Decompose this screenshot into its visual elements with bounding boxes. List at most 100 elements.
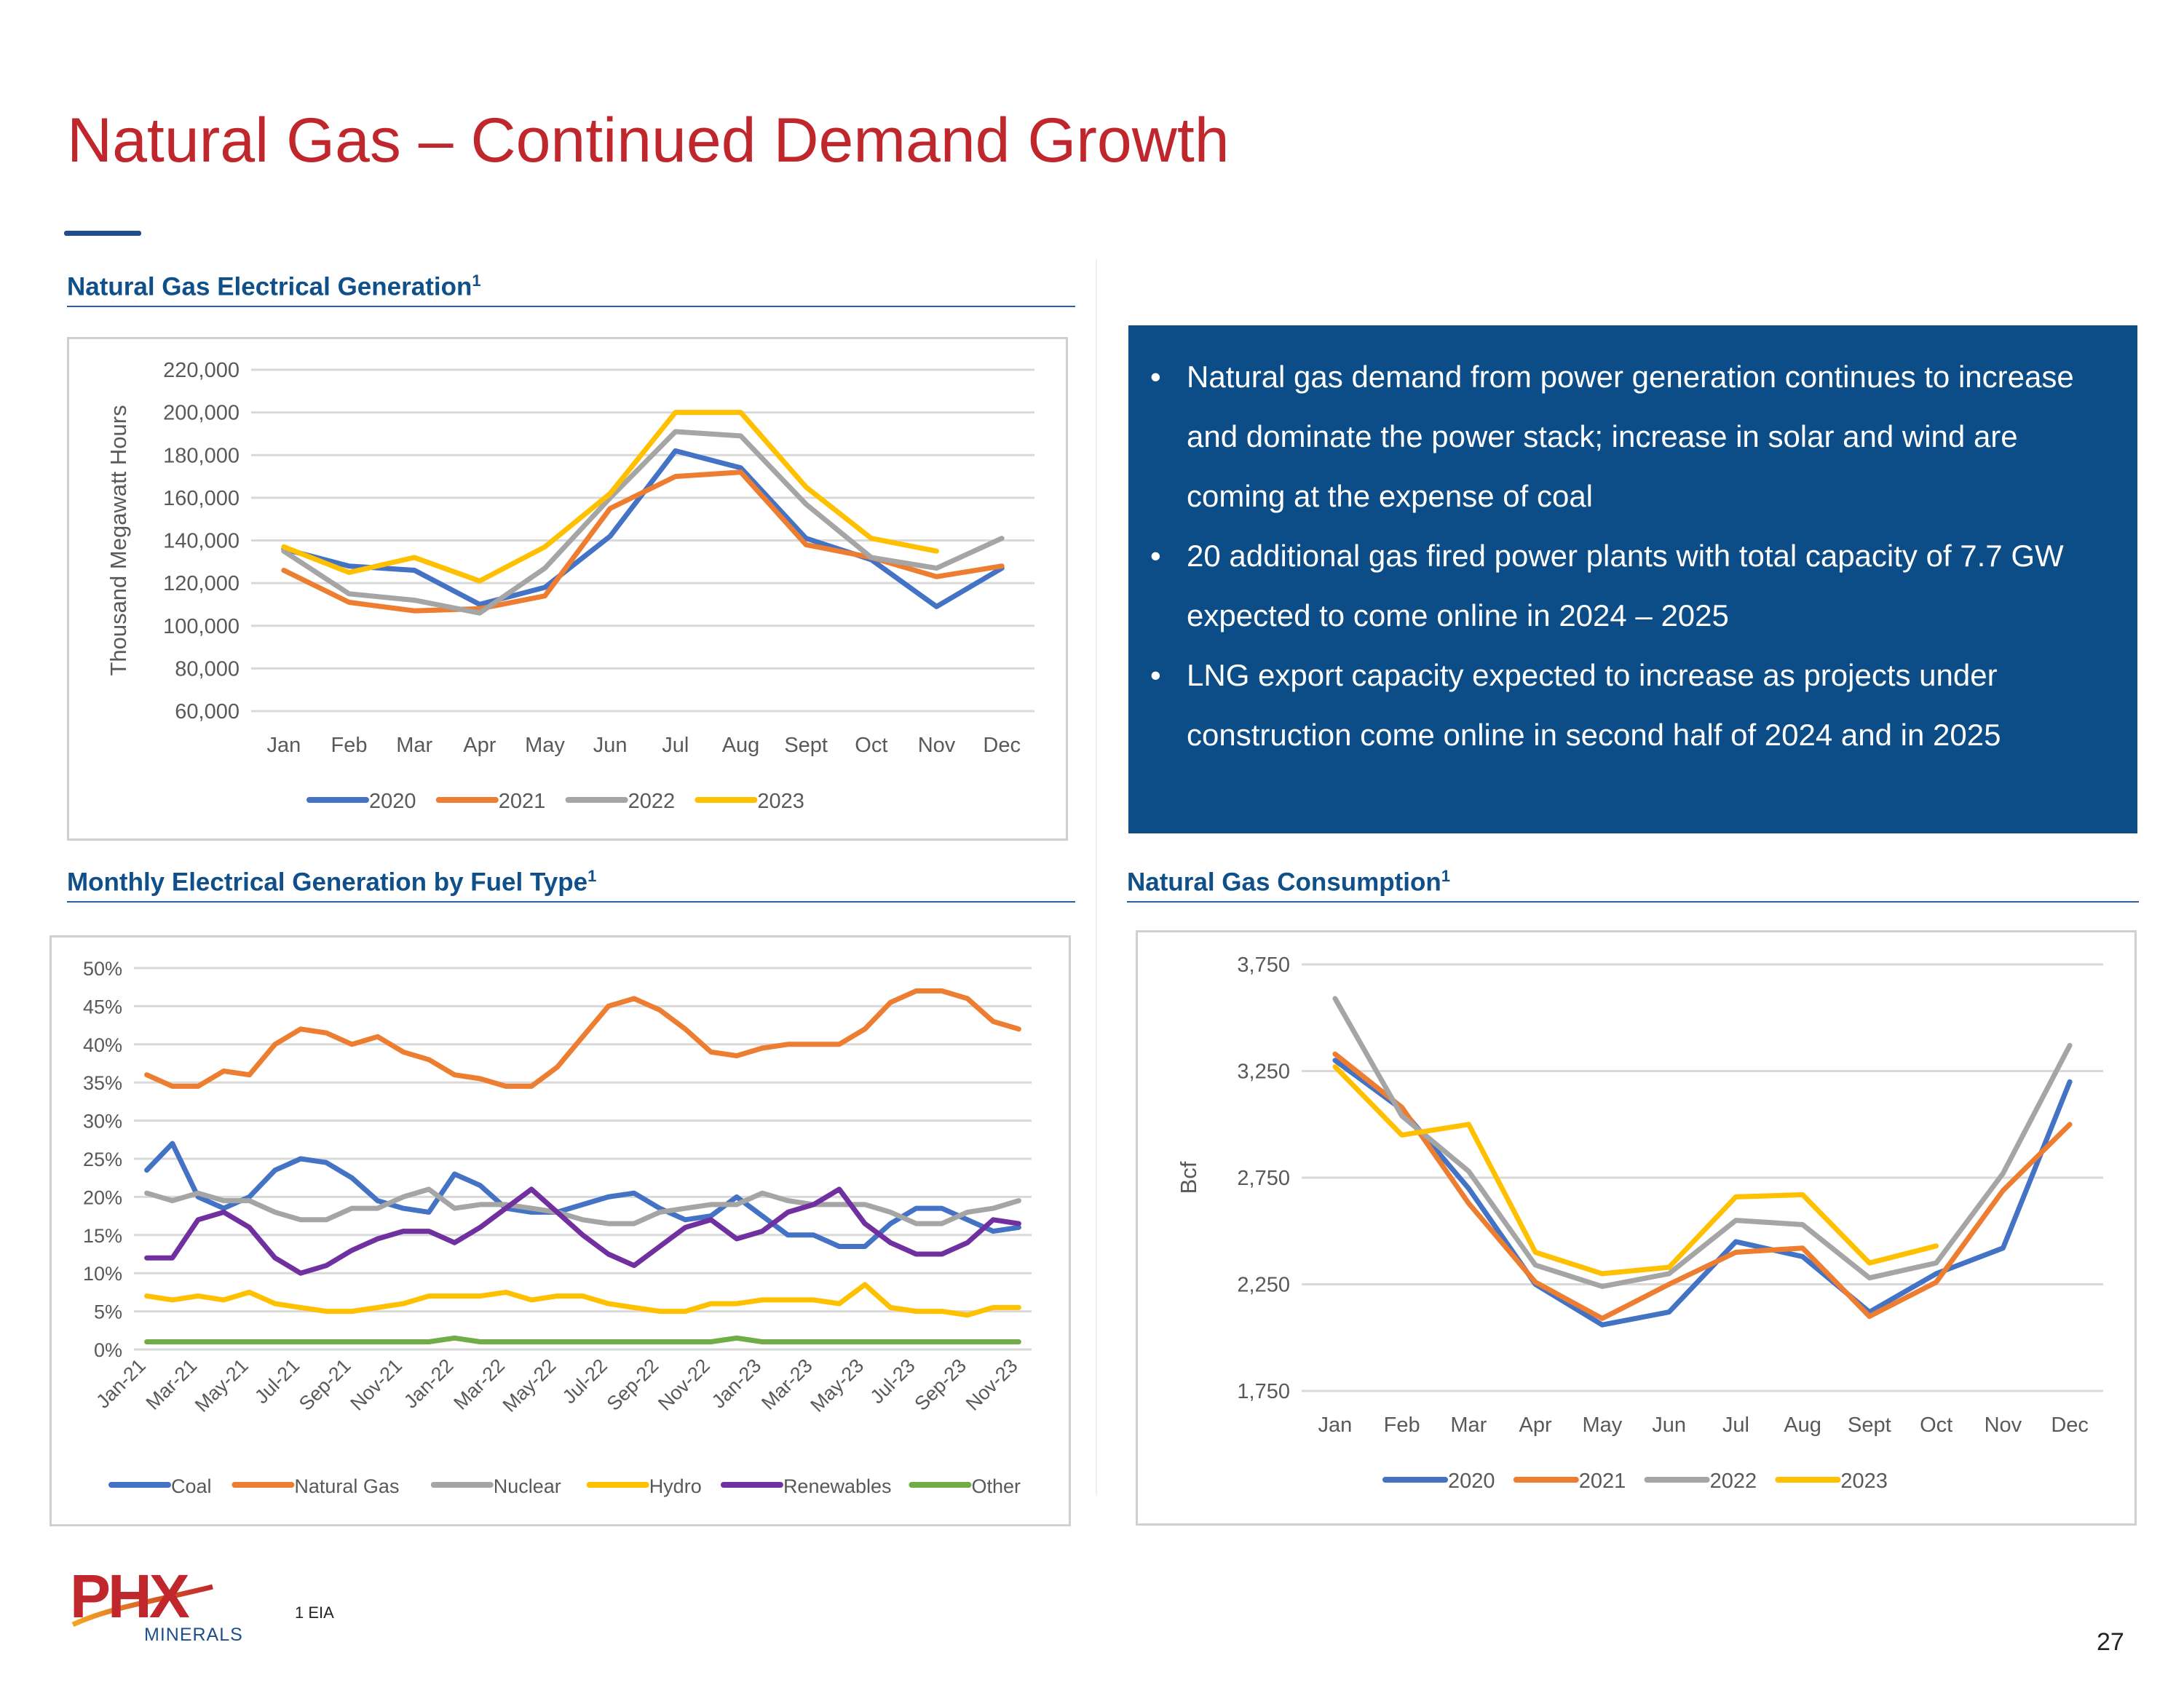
series-natural-gas (144, 988, 1021, 1089)
series-hydro (144, 1282, 1021, 1318)
section-title-fuel-text: Monthly Electrical Generation by Fuel Ty… (67, 868, 588, 897)
chart-natural-gas-electrical-generation: 60,000 80,000 100,000 120,000 140,000 160,000… (106, 359, 1034, 813)
x-tick-label: Aug (722, 734, 760, 757)
x-tick-label: Jul (1722, 1414, 1749, 1437)
x-tick-label: May (525, 734, 565, 757)
x-tick-label: Mar-23 (757, 1355, 817, 1414)
x-tick-label: Jul (662, 734, 689, 757)
x-tick-label: Sep-23 (910, 1355, 970, 1415)
chart-box-fuel: 0% 5% 10% 15% 20% 25% 30% 35% 40% 45% 50% Jan-21 Mar… (50, 935, 1071, 1526)
legend-label: 2021 (499, 790, 546, 813)
legend-label: Coal (171, 1475, 212, 1497)
x-tick-label: Oct (1920, 1414, 1952, 1437)
y-axis-title: Thousand Megawatt Hours (106, 405, 131, 675)
x-tick-label: May-23 (806, 1355, 868, 1416)
legend-item: Renewables (720, 1475, 892, 1497)
x-tick-label: May (1582, 1414, 1622, 1437)
x-tick-label: Feb (331, 734, 368, 757)
legend-item: 2023 (695, 790, 804, 813)
y-tick-label: 2,250 (1237, 1274, 1290, 1297)
callout-box: • Natural gas demand from power generatio… (1128, 325, 2137, 833)
y-tick-label: 60,000 (175, 700, 240, 723)
x-tick-label: Sept (784, 734, 828, 757)
x-tick-label: Nov-22 (654, 1355, 714, 1415)
x-tick-label: Apr (1519, 1414, 1552, 1437)
y-tick-label: 120,000 (163, 572, 240, 595)
y-tick-label: 100,000 (163, 615, 240, 638)
legend-item: 2021 (1513, 1470, 1626, 1493)
y-tick-label: 3,750 (1237, 953, 1290, 977)
x-tick-label: Sept (1848, 1414, 1891, 1437)
legend-label: 2022 (1710, 1470, 1757, 1493)
section-title-gen-text: Natural Gas Electrical Generation (67, 272, 472, 301)
section-title-gen-sup: 1 (472, 271, 481, 290)
x-tick-label: Jan-21 (92, 1355, 150, 1413)
y-tick-label: 80,000 (175, 657, 240, 681)
series-line (281, 429, 1005, 616)
footnote: 1 EIA (295, 1603, 334, 1622)
callout-bullet: • Natural gas demand from power generatio… (1128, 347, 2108, 526)
legend-label: 2021 (1579, 1470, 1626, 1493)
y-tick-label: 160,000 (163, 487, 240, 510)
y-axis-title: Bcf (1176, 1161, 1201, 1194)
logo-text: PHX (70, 1565, 190, 1630)
legend-label: Natural Gas (294, 1475, 399, 1497)
y-tick-label: 2,750 (1237, 1167, 1290, 1190)
section-rule-cons (1127, 901, 2139, 903)
legend-label: 2023 (757, 790, 804, 813)
x-tick-label: May-21 (191, 1355, 253, 1416)
logo-subtext: MINERALS (144, 1625, 243, 1645)
y-tick-label: 1,750 (1237, 1380, 1290, 1403)
series-2021 (1332, 1051, 2073, 1321)
x-tick-label: Apr (463, 734, 496, 757)
series-2023 (1332, 1064, 1939, 1277)
callout-bullet-text: 20 additional gas fired power plants wit… (1187, 539, 2064, 633)
phx-logo-icon: PHX MINERALS (70, 1562, 243, 1645)
page-title: Natural Gas – Continued Demand Growth (67, 106, 1230, 175)
x-tick-label: Jan-22 (400, 1355, 458, 1413)
series-other (144, 1335, 1021, 1344)
legend-item: Other (909, 1475, 1021, 1497)
x-tick-label: Dec (983, 734, 1021, 757)
chart-generation-by-fuel-type: 0%5%10%15%20%25%30%35%40%45%50%Jan-21Mar… (83, 958, 1032, 1497)
legend-label: Hydro (649, 1475, 702, 1497)
y-tick-label: 200,000 (163, 402, 240, 425)
legend-label: Other (971, 1475, 1021, 1497)
legend-item: Natural Gas (232, 1475, 399, 1497)
y-tick-label: 20% (83, 1186, 122, 1208)
legend-item: 2021 (435, 790, 546, 813)
section-title-fuel-sup: 1 (587, 867, 597, 885)
x-tick-label: Jun (1652, 1414, 1686, 1437)
x-tick-label: Nov-23 (962, 1355, 1022, 1415)
y-tick-label: 220,000 (163, 359, 240, 382)
series-nuclear (144, 1186, 1021, 1226)
y-tick-label: 0% (94, 1339, 122, 1361)
y-tick-label: 5% (94, 1301, 122, 1323)
x-tick-label: Sep-22 (603, 1355, 663, 1415)
chart-natural-gas-consumption: 1,750 2,250 2,750 3,250 3,750 Bcf Jan Feb Mar Apr… (1176, 953, 2103, 1493)
series-2022 (281, 429, 1005, 616)
section-title-fuel: Monthly Electrical Generation by Fuel Ty… (67, 868, 596, 895)
legend-item: Coal (108, 1475, 212, 1497)
callout-bullet-text: Natural gas demand from power generation… (1187, 360, 2074, 513)
x-tick-label: Jan (1318, 1414, 1352, 1437)
series-line (144, 1335, 1021, 1344)
x-tick-label: May-22 (499, 1355, 561, 1416)
bullet-dot-icon: • (1150, 360, 1161, 394)
x-tick-label: Sep-21 (295, 1355, 355, 1415)
chart-box-gen: 60,000 80,000 100,000 120,000 140,000 160,000… (67, 337, 1068, 841)
legend-item: 2022 (565, 790, 675, 813)
legend-item: 2020 (1382, 1470, 1495, 1493)
x-tick-label: Mar (1450, 1414, 1487, 1437)
legend-item: 2020 (306, 790, 416, 813)
legend-label: 2020 (1448, 1470, 1495, 1493)
y-tick-label: 35% (83, 1072, 122, 1094)
section-rule-fuel (67, 901, 1075, 903)
x-tick-label: Aug (1784, 1414, 1821, 1437)
legend-item: Hydro (586, 1475, 702, 1497)
x-tick-label: Nov (918, 734, 956, 757)
section-title-cons-text: Natural Gas Consumption (1127, 868, 1441, 897)
y-tick-label: 10% (83, 1263, 122, 1285)
series-renewables (144, 1186, 1021, 1276)
x-tick-label: Jun (593, 734, 628, 757)
